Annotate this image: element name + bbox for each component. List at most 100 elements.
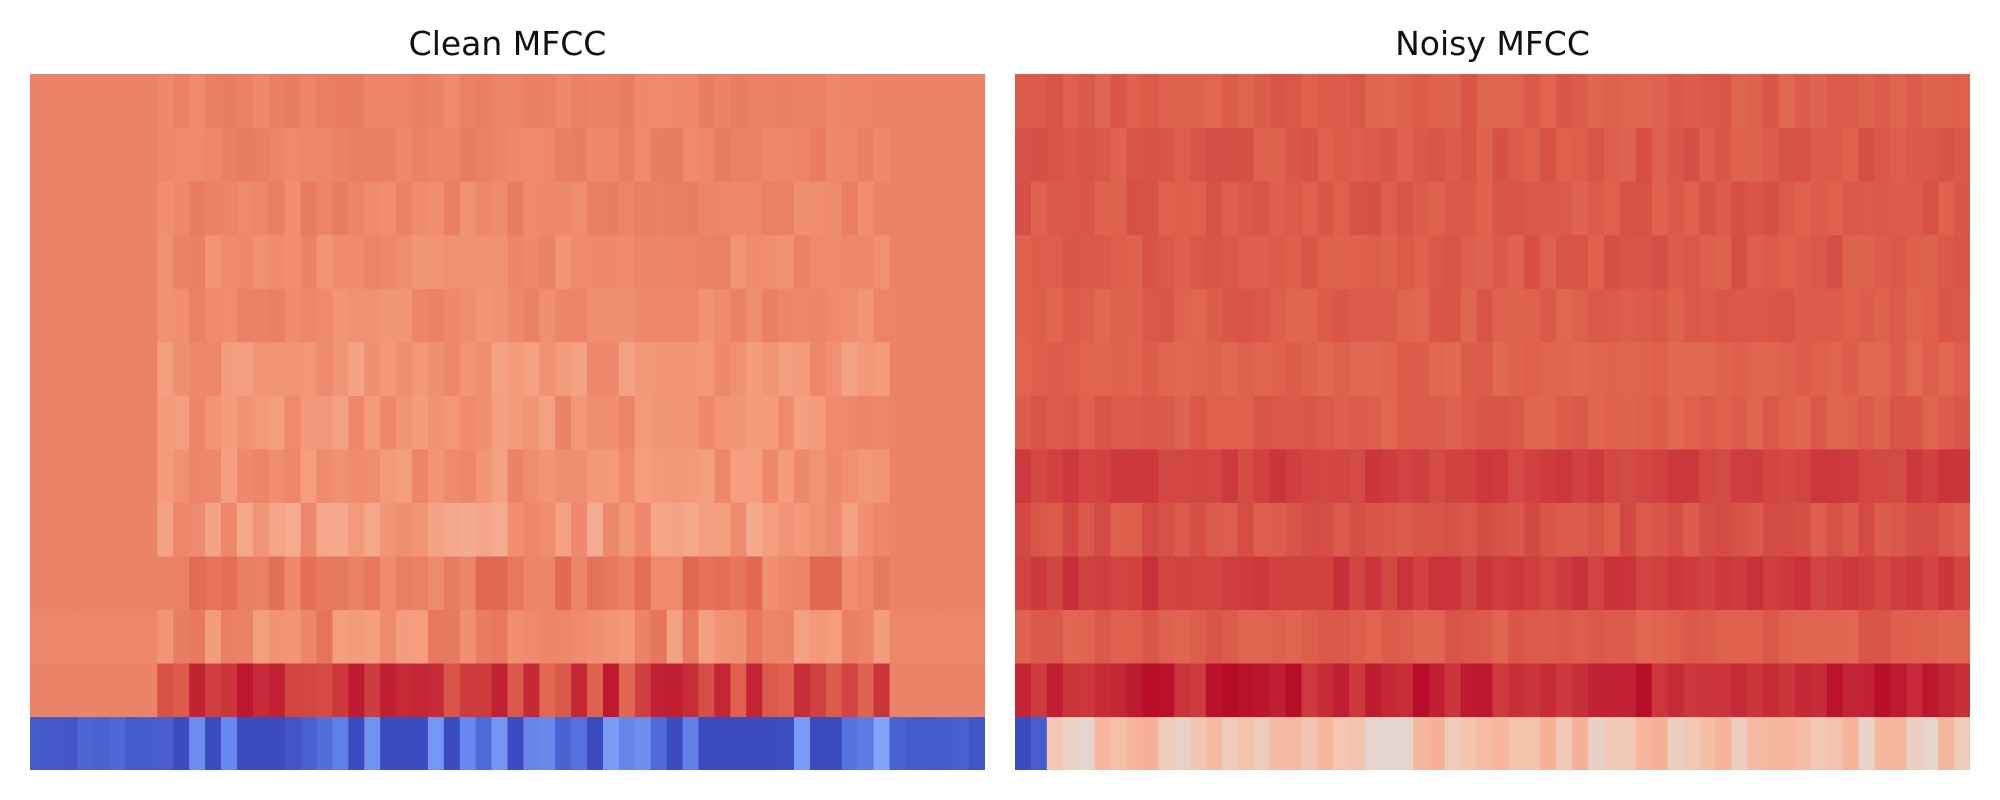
clean-mfcc-cell-r1-c43 bbox=[714, 662, 731, 718]
noisy-mfcc-cell-r3-c48 bbox=[1779, 555, 1796, 610]
clean-mfcc-cell-r10-c48 bbox=[794, 181, 811, 236]
clean-mfcc-cell-r5-c44 bbox=[730, 448, 747, 503]
clean-mfcc-cell-r5-c5 bbox=[109, 448, 127, 503]
noisy-mfcc-cell-r1-c28 bbox=[1460, 662, 1478, 718]
noisy-mfcc-cell-r11-c5 bbox=[1094, 127, 1112, 182]
noisy-mfcc-cell-r8-c17 bbox=[1285, 288, 1303, 343]
noisy-mfcc-cell-r2-c14 bbox=[1237, 609, 1255, 664]
clean-mfcc-cell-r2-c28 bbox=[475, 609, 493, 664]
noisy-mfcc-cell-r6-c23 bbox=[1381, 395, 1398, 450]
noisy-mfcc-cell-r10-c52 bbox=[1842, 181, 1860, 236]
noisy-mfcc-cell-r10-c59 bbox=[1954, 181, 1970, 236]
noisy-mfcc-cell-r4-c57 bbox=[1922, 502, 1939, 557]
noisy-mfcc-cell-r9-c33 bbox=[1540, 234, 1557, 289]
noisy-mfcc-cell-r5-c8 bbox=[1142, 448, 1159, 503]
clean-mfcc-cell-r3-c8 bbox=[157, 555, 174, 610]
clean-mfcc-cell-r11-c32 bbox=[539, 127, 556, 182]
clean-mfcc-cell-r12-c31 bbox=[523, 74, 540, 129]
noisy-mfcc-cell-r3-c9 bbox=[1158, 555, 1175, 610]
clean-mfcc-cell-r8-c2 bbox=[61, 288, 79, 343]
noisy-mfcc-cell-r0-c38 bbox=[1619, 716, 1637, 770]
clean-mfcc-cell-r1-c18 bbox=[316, 662, 334, 718]
noisy-mfcc-cell-r1-c44 bbox=[1715, 662, 1732, 718]
noisy-mfcc-cell-r3-c35 bbox=[1572, 555, 1589, 610]
clean-mfcc-cell-r0-c46 bbox=[762, 716, 779, 770]
noisy-mfcc-cell-r9-c1 bbox=[1030, 234, 1048, 289]
clean-mfcc-cell-r5-c14 bbox=[252, 448, 270, 503]
noisy-mfcc-cell-r8-c13 bbox=[1221, 288, 1239, 343]
clean-mfcc-cell-r3-c46 bbox=[762, 555, 779, 610]
clean-mfcc-cell-r6-c56 bbox=[921, 395, 938, 450]
noisy-mfcc-cell-r7-c47 bbox=[1763, 341, 1780, 396]
noisy-mfcc-cell-r8-c11 bbox=[1190, 288, 1207, 343]
clean-mfcc-cell-r1-c23 bbox=[396, 662, 413, 718]
noisy-mfcc-cell-r1-c6 bbox=[1110, 662, 1128, 718]
noisy-mfcc-cell-r2-c44 bbox=[1715, 609, 1732, 664]
noisy-mfcc-cell-r0-c45 bbox=[1731, 716, 1748, 770]
clean-mfcc-cell-r2-c23 bbox=[396, 609, 413, 664]
clean-mfcc-cell-r5-c18 bbox=[316, 448, 334, 503]
clean-mfcc-cell-r2-c43 bbox=[714, 609, 731, 664]
clean-mfcc-cell-r7-c9 bbox=[173, 341, 190, 396]
noisy-mfcc-cell-r4-c9 bbox=[1158, 502, 1175, 557]
clean-mfcc-cell-r0-c17 bbox=[300, 716, 318, 770]
noisy-mfcc-cell-r6-c27 bbox=[1444, 395, 1462, 450]
clean-mfcc-cell-r7-c17 bbox=[300, 341, 318, 396]
noisy-mfcc-cell-r7-c13 bbox=[1221, 341, 1239, 396]
noisy-mfcc-cell-r10-c18 bbox=[1301, 181, 1319, 236]
noisy-mfcc-cell-r2-c26 bbox=[1428, 609, 1446, 664]
noisy-mfcc-cell-r11-c15 bbox=[1253, 127, 1271, 182]
clean-mfcc-cell-r6-c18 bbox=[316, 395, 334, 450]
clean-mfcc-cell-r6-c15 bbox=[268, 395, 286, 450]
clean-mfcc-cell-r10-c4 bbox=[93, 181, 111, 236]
clean-mfcc-cell-r11-c19 bbox=[332, 127, 349, 182]
noisy-mfcc-cell-r2-c53 bbox=[1858, 609, 1876, 664]
clean-mfcc-cell-r7-c24 bbox=[412, 341, 429, 396]
noisy-mfcc-cell-r9-c22 bbox=[1365, 234, 1382, 289]
noisy-mfcc-cell-r9-c35 bbox=[1572, 234, 1589, 289]
clean-mfcc-cell-r12-c3 bbox=[77, 74, 95, 129]
clean-mfcc-cell-r8-c1 bbox=[45, 288, 63, 343]
noisy-mfcc-cell-r0-c22 bbox=[1365, 716, 1382, 770]
clean-mfcc-cell-r5-c57 bbox=[937, 448, 954, 503]
noisy-mfcc-cell-r4-c21 bbox=[1349, 502, 1366, 557]
noisy-mfcc-cell-r11-c6 bbox=[1110, 127, 1128, 182]
clean-mfcc-cell-r6-c14 bbox=[252, 395, 270, 450]
noisy-mfcc-cell-r12-c28 bbox=[1460, 74, 1478, 129]
noisy-mfcc-cell-r3-c37 bbox=[1603, 555, 1621, 610]
noisy-mfcc-cell-r11-c26 bbox=[1428, 127, 1446, 182]
noisy-mfcc-cell-r4-c47 bbox=[1763, 502, 1780, 557]
clean-mfcc-cell-r4-c10 bbox=[189, 502, 206, 557]
clean-mfcc-cell-r0-c5 bbox=[109, 716, 127, 770]
noisy-mfcc-cell-r12-c50 bbox=[1810, 74, 1828, 129]
noisy-mfcc-cell-r2-c8 bbox=[1142, 609, 1159, 664]
clean-mfcc-cell-r9-c18 bbox=[316, 234, 334, 289]
clean-mfcc-cell-r4-c46 bbox=[762, 502, 779, 557]
clean-mfcc-cell-r11-c20 bbox=[348, 127, 365, 182]
noisy-mfcc-cell-r6-c0 bbox=[1015, 395, 1032, 450]
clean-mfcc-cell-r8-c10 bbox=[189, 288, 206, 343]
clean-mfcc-cell-r8-c40 bbox=[666, 288, 684, 343]
clean-mfcc-cell-r3-c5 bbox=[109, 555, 127, 610]
clean-mfcc-cell-r9-c33 bbox=[555, 234, 572, 289]
noisy-mfcc-cell-r9-c49 bbox=[1794, 234, 1812, 289]
noisy-mfcc-cell-r10-c29 bbox=[1476, 181, 1494, 236]
noisy-mfcc-cell-r5-c35 bbox=[1572, 448, 1589, 503]
noisy-mfcc-cell-r12-c35 bbox=[1572, 74, 1589, 129]
clean-mfcc-cell-r5-c12 bbox=[221, 448, 238, 503]
clean-mfcc-cell-r9-c0 bbox=[30, 234, 47, 289]
noisy-mfcc-cell-r4-c18 bbox=[1301, 502, 1319, 557]
noisy-mfcc-cell-r10-c22 bbox=[1365, 181, 1382, 236]
clean-mfcc-cell-r5-c49 bbox=[809, 448, 827, 503]
noisy-mfcc-cell-r2-c54 bbox=[1874, 609, 1892, 664]
noisy-mfcc-cell-r11-c54 bbox=[1874, 127, 1892, 182]
clean-mfcc-cell-r9-c27 bbox=[459, 234, 477, 289]
noisy-mfcc-cell-r0-c14 bbox=[1237, 716, 1255, 770]
noisy-mfcc-cell-r4-c55 bbox=[1890, 502, 1907, 557]
noisy-mfcc-cell-r9-c19 bbox=[1317, 234, 1334, 289]
noisy-mfcc-cell-r10-c23 bbox=[1381, 181, 1398, 236]
clean-mfcc-cell-r2-c7 bbox=[141, 609, 158, 664]
noisy-mfcc-cell-r1-c36 bbox=[1588, 662, 1605, 718]
clean-mfcc-cell-r1-c59 bbox=[969, 662, 985, 718]
noisy-mfcc-cell-r10-c26 bbox=[1428, 181, 1446, 236]
